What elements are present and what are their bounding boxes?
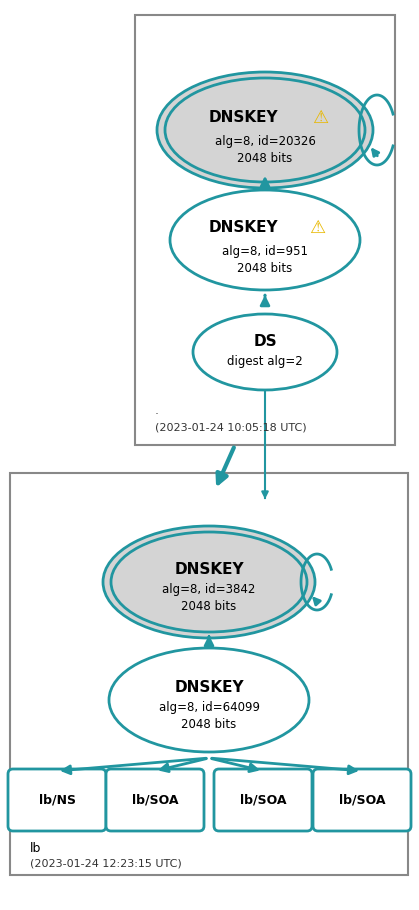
Text: (2023-01-24 10:05:18 UTC): (2023-01-24 10:05:18 UTC): [155, 423, 307, 433]
Text: ⚠: ⚠: [309, 219, 325, 237]
Text: digest alg=2: digest alg=2: [227, 356, 303, 369]
Text: DNSKEY: DNSKEY: [174, 562, 244, 578]
Text: 2048 bits: 2048 bits: [238, 151, 292, 165]
Text: lb/NS: lb/NS: [39, 794, 75, 806]
Text: alg=8, id=951: alg=8, id=951: [222, 246, 308, 258]
Ellipse shape: [165, 78, 365, 182]
Text: .: .: [155, 403, 159, 417]
Text: lb/SOA: lb/SOA: [132, 794, 178, 806]
Bar: [135, 15, 395, 445]
Ellipse shape: [103, 526, 315, 638]
Text: lb/SOA: lb/SOA: [339, 794, 385, 806]
Text: lb/SOA: lb/SOA: [240, 794, 286, 806]
Text: alg=8, id=3842: alg=8, id=3842: [162, 583, 256, 596]
Text: (2023-01-24 12:23:15 UTC): (2023-01-24 12:23:15 UTC): [30, 859, 182, 869]
Text: DNSKEY: DNSKEY: [174, 681, 244, 695]
Text: lb: lb: [30, 842, 41, 854]
Text: DS: DS: [253, 335, 277, 349]
Ellipse shape: [111, 532, 307, 632]
Bar: [10, 473, 408, 875]
Text: ⚠: ⚠: [312, 109, 328, 127]
FancyBboxPatch shape: [106, 769, 204, 831]
Text: 2048 bits: 2048 bits: [181, 600, 237, 612]
Ellipse shape: [157, 72, 373, 188]
Text: DNSKEY: DNSKEY: [208, 220, 278, 236]
Ellipse shape: [193, 314, 337, 390]
Text: DNSKEY: DNSKEY: [208, 110, 278, 126]
FancyBboxPatch shape: [313, 769, 411, 831]
Text: alg=8, id=20326: alg=8, id=20326: [215, 136, 316, 148]
Text: alg=8, id=64099: alg=8, id=64099: [158, 702, 259, 714]
FancyBboxPatch shape: [214, 769, 312, 831]
Ellipse shape: [109, 648, 309, 752]
Ellipse shape: [170, 190, 360, 290]
Text: 2048 bits: 2048 bits: [181, 717, 237, 731]
Text: 2048 bits: 2048 bits: [238, 261, 292, 275]
FancyBboxPatch shape: [8, 769, 106, 831]
